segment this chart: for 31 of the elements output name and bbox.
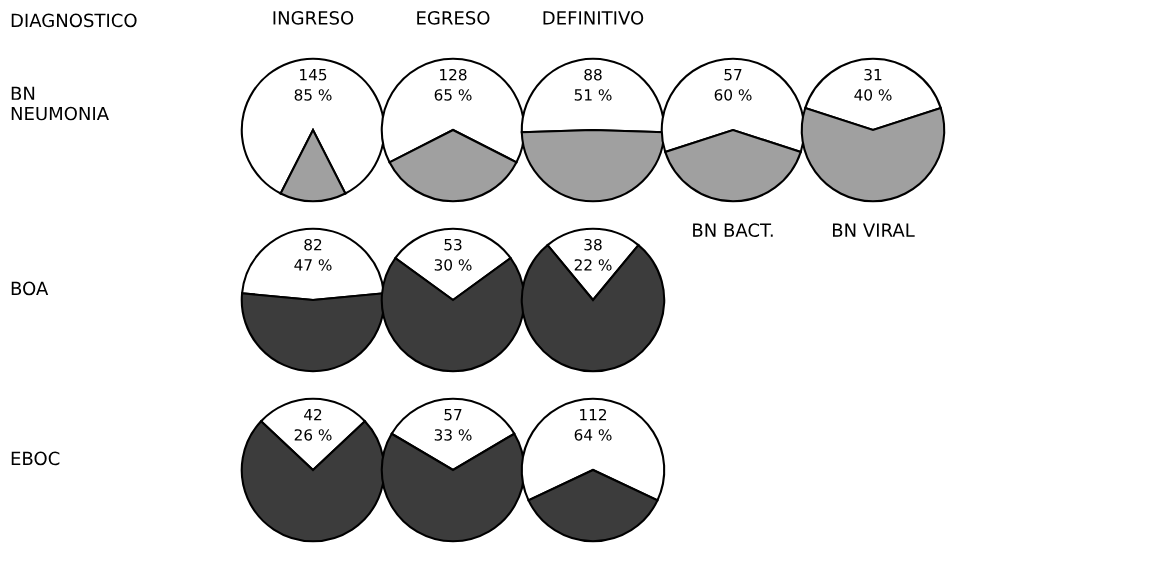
text: 57	[724, 69, 742, 81]
text: 42	[304, 408, 322, 421]
data-label: 64 %	[574, 429, 612, 441]
text: 88	[584, 68, 602, 81]
text: 112	[580, 408, 607, 421]
data-label: 47 %	[294, 259, 332, 271]
data-label: 33 %	[434, 429, 472, 441]
text: 145	[300, 69, 327, 81]
data-label: 40 %	[854, 89, 892, 101]
text: 31	[864, 68, 882, 81]
text: BN VIRAL	[833, 223, 915, 237]
text: EBOC	[11, 451, 60, 466]
chart-title: DEFINITIVO	[543, 11, 644, 25]
text: BN BACT.	[693, 223, 773, 237]
text: 82	[304, 238, 322, 251]
text: 38	[584, 238, 602, 251]
text: BN NEUMONIA	[11, 86, 109, 121]
data-label: 65 %	[434, 89, 472, 101]
data-label: 26 %	[294, 429, 332, 441]
chart-title: EGRESO	[417, 11, 490, 25]
data-label: 60 %	[714, 89, 752, 101]
chart-title: INGRESO	[273, 11, 354, 25]
text: 128	[440, 68, 467, 81]
text: BOA	[11, 281, 49, 296]
data-label: 22 %	[574, 259, 612, 271]
text: 53	[444, 238, 462, 251]
data-label: 30 %	[434, 259, 472, 271]
text: DIAGNOSTICO	[11, 13, 137, 28]
data-label: 85 %	[294, 89, 332, 101]
text: 57	[444, 409, 462, 421]
data-label: 51 %	[574, 89, 612, 101]
